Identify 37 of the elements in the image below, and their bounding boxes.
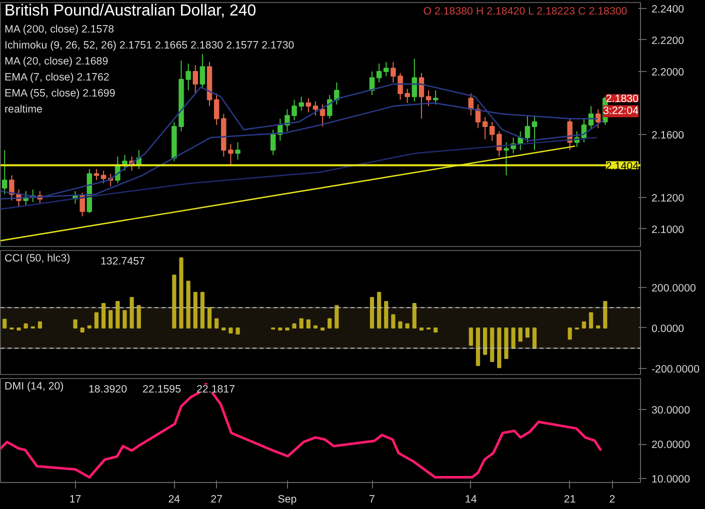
annotation: 132.7457 — [100, 256, 146, 268]
chart-subtitle: O 2.18380 H 2.18420 L 2.18223 C 2.18300 — [423, 6, 628, 18]
annotation: 18.3920 — [88, 384, 128, 396]
annotation: EMA (7, close) 2.1762 — [4, 72, 110, 84]
x-tick-label: 17 — [69, 494, 82, 506]
annotation: 22.1817 — [196, 384, 236, 396]
y-tick-label: 0.0000 — [652, 322, 684, 335]
x-tick-label: Sep — [278, 494, 297, 506]
y-tick-label: 2.1600 — [652, 129, 684, 142]
annotation: realtime — [4, 104, 42, 116]
y-tick-label: 2.1200 — [652, 192, 684, 204]
y-tick-label: 2.2000 — [652, 66, 684, 78]
x-tick-label: 14 — [465, 494, 477, 506]
x-tick-label: 21 — [564, 494, 576, 506]
y-tick-label: 200.0000 — [652, 282, 696, 294]
y-tick-label: 10.0000 — [652, 474, 690, 486]
x-tick-label: 27 — [210, 494, 223, 506]
annotation: CCI (50, hlc3) — [4, 252, 70, 264]
annotation: EMA (55, close) 2.1699 — [4, 88, 116, 100]
annotation: 22.1595 — [142, 384, 182, 396]
y-tick-label: -200.0000 — [652, 364, 700, 376]
annotation: DMI (14, 20) — [4, 380, 64, 392]
ref-line-label: 2.1404 — [606, 160, 639, 172]
chart-title: British Pound/Australian Dollar, 240 — [4, 2, 256, 20]
annotation: 3:22:04 — [602, 105, 639, 118]
y-tick-label: 2.1000 — [652, 224, 684, 236]
annotation: MA (200, close) 2.1578 — [4, 24, 114, 36]
annotation: Ichimoku (9, 26, 52, 26) 2.1751 2.1665 2.1830 2.1577 2.1730 — [4, 40, 294, 52]
y-tick-label: 2.2200 — [652, 34, 684, 47]
annotation: MA (20, close) 2.1689 — [4, 56, 108, 68]
y-tick-label: 20.0000 — [652, 439, 690, 452]
annotation: 2.1830 — [606, 93, 639, 106]
x-tick-label: 24 — [168, 494, 180, 506]
y-tick-label: 2.2400 — [652, 3, 684, 16]
y-tick-label: 30.0000 — [652, 404, 690, 416]
x-tick-label: 2 — [609, 494, 616, 506]
x-tick-label: 7 — [369, 494, 376, 506]
